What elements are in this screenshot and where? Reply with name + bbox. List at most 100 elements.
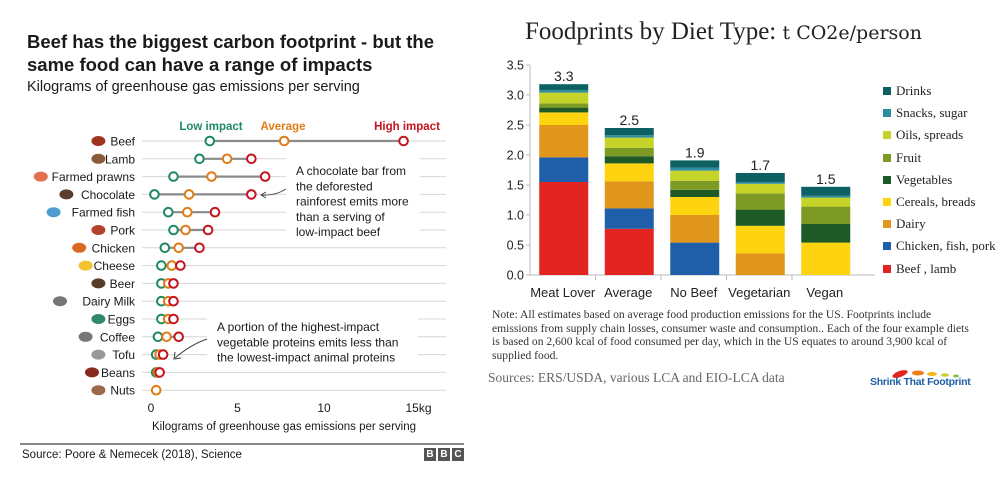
bar-segment-oils-spreads (670, 170, 720, 181)
milk-icon (53, 296, 67, 307)
bar-segment-cereals-breads (801, 242, 851, 275)
y-tick-label: 1.5 (507, 179, 524, 193)
bar-segment-snacks-sugar (670, 167, 720, 171)
data-point-low-impact (168, 224, 179, 236)
bar-segment-fruit (670, 180, 720, 190)
legend-item: Fruit (883, 147, 996, 169)
bar-segment-fruit (539, 103, 589, 108)
shrink-that-footprint-logo: Shrink That Footprint (870, 365, 971, 391)
footer-divider (20, 443, 464, 445)
data-point-low-impact (204, 135, 216, 147)
legend-label: Low impact (179, 121, 242, 133)
bbc-logo-letter: B (424, 448, 436, 461)
bar-segment-snacks-sugar (801, 195, 851, 198)
total-label: 3.3 (554, 68, 574, 84)
data-point-high-impact (168, 313, 179, 325)
legend-item: Drinks (883, 80, 996, 102)
x-axis-title: Kilograms of greenhouse gas emissions pe… (152, 421, 416, 433)
data-point-high-impact (259, 171, 271, 182)
data-point-low-impact (194, 153, 205, 165)
y-tick-label: 1.0 (507, 209, 524, 223)
total-label: 1.7 (751, 157, 771, 173)
category-label: Beef (110, 135, 135, 149)
annotation-text: the lowest-impact animal proteins (217, 351, 395, 365)
category-label: Beer (110, 277, 135, 291)
category-label: Farmed fish (72, 206, 135, 220)
total-label: 2.5 (620, 112, 640, 128)
data-point-high-impact (154, 367, 165, 378)
data-point-average (161, 331, 172, 343)
source-text: Source: Poore & Nemecek (2018), Science (22, 449, 242, 461)
bar-segment-vegetables (801, 224, 851, 243)
data-point-high-impact (209, 206, 221, 218)
data-point-high-impact (246, 153, 257, 165)
bar-segment-chicken-fish-pork (604, 208, 654, 229)
annotation-text: A portion of the highest-impact (217, 320, 380, 334)
category-label: Tofu (112, 348, 135, 362)
x-tick-label: 5 (234, 401, 241, 415)
eggs-icon (91, 314, 106, 324)
category-label: Chocolate (81, 188, 135, 202)
bar-segment-cereals-breads (670, 197, 720, 215)
category-label: Lamb (105, 152, 135, 166)
x-tick-label: 10 (317, 401, 331, 415)
y-tick-label: 3.5 (507, 59, 524, 73)
legend-swatch (883, 175, 891, 184)
bar-segment-snacks-sugar (539, 90, 589, 93)
beer-icon (91, 278, 106, 289)
bar-segment-vegetables (539, 107, 589, 113)
annotation-text: vegetable proteins emits less than (217, 335, 398, 349)
category-label: Dairy Milk (82, 295, 136, 309)
x-tick-label: Meat Lover (530, 285, 596, 300)
sources-text: Sources: ERS/USDA, various LCA and EIO-L… (488, 370, 785, 385)
total-label: 1.9 (685, 144, 705, 160)
legend-swatch (883, 264, 891, 273)
legend-item: Snacks, sugar (883, 102, 996, 124)
category-label: Beans (101, 366, 135, 380)
data-point-low-impact (156, 260, 167, 271)
data-point-high-impact (175, 260, 186, 271)
lamb-icon (91, 153, 106, 164)
bar-segment-drinks (539, 84, 589, 91)
x-tick-label: 0 (148, 401, 155, 415)
bar-segment-dairy (539, 125, 589, 158)
bar-segment-fruit (735, 193, 785, 210)
y-tick-label: 0.5 (507, 239, 524, 253)
stacked-bar-chart: 0.0 0.5 1.0 1.5 2.0 2.5 3.0 3.5 3.3 Meat Lover 2.5… (507, 59, 875, 300)
data-point-average (221, 153, 233, 165)
bar-segment-vegetables (735, 209, 785, 226)
chocolate-icon (59, 189, 74, 200)
data-point-average (173, 242, 184, 254)
data-point-low-impact (168, 171, 179, 182)
legend-label: Chicken, fish, pork (896, 238, 996, 254)
legend-label: Dairy (896, 216, 926, 232)
beef-footprint-panel: Beef has the biggest carbon footprint - … (0, 0, 480, 481)
bbc-logo: B B C (424, 448, 464, 461)
x-tick-label: Vegan (806, 285, 843, 300)
bar-segment-cereals-breads (735, 225, 785, 254)
legend-swatch (883, 131, 891, 140)
category-label: Nuts (110, 384, 135, 398)
category-label: Farmed prawns (52, 170, 135, 184)
fish-icon (46, 207, 61, 218)
data-point-average (150, 384, 162, 396)
legend-item: Vegetables (883, 169, 996, 191)
annotation-text: A chocolate bar from (296, 164, 406, 178)
data-point-high-impact (168, 295, 179, 307)
x-tick-label: Vegetarian (728, 285, 790, 300)
category-label: Cheese (94, 259, 136, 273)
x-tick-label: No Beef (670, 285, 717, 300)
category-label: Pork (110, 224, 136, 238)
annotation-arrow (174, 338, 208, 359)
chart-title-unit: t CO2e/person (782, 22, 922, 44)
tofu-icon (91, 349, 106, 360)
bar-segment-chicken-fish-pork (539, 157, 589, 182)
legend-item: Oils, spreads (883, 124, 996, 146)
bar-segment-drinks (604, 128, 654, 136)
x-tick-label: 15kg (405, 401, 431, 415)
bar-segment-oils-spreads (735, 183, 785, 194)
legend-label: Cereals, breads (896, 194, 976, 210)
legend-swatch (883, 220, 891, 229)
legend-label: Average (261, 121, 306, 133)
data-point-high-impact (168, 278, 179, 289)
